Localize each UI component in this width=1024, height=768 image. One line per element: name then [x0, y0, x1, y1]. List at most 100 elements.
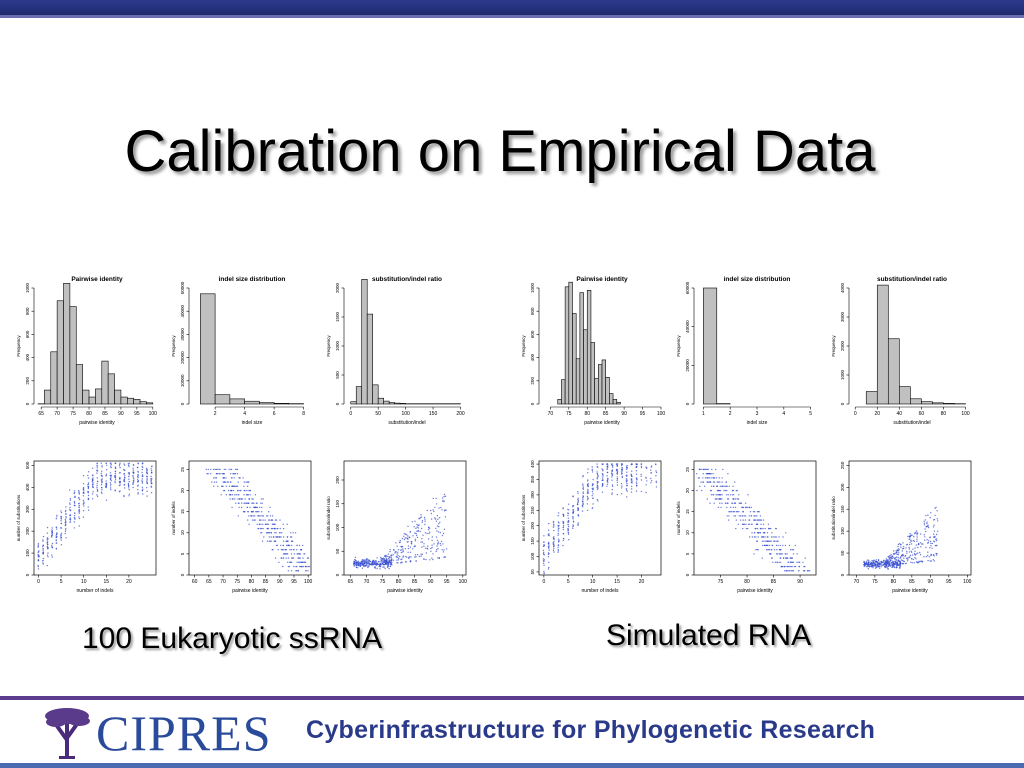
scatter-point — [577, 502, 579, 504]
scatter-point — [444, 495, 447, 497]
scatter-point — [382, 557, 385, 559]
scatter-point — [380, 556, 382, 559]
scatter-point — [137, 492, 139, 494]
scatter-point — [572, 505, 574, 507]
scatter-point — [897, 545, 899, 548]
scatter-point — [898, 564, 900, 566]
scatter-point — [384, 567, 386, 570]
scatter-point — [360, 560, 363, 563]
y-tick-label: 200 — [530, 521, 535, 529]
scatter-point — [247, 511, 249, 513]
scatter-point — [597, 481, 599, 483]
y-tick-label: 20000 — [685, 359, 690, 372]
scatter-point — [895, 558, 897, 560]
scatter-point — [290, 549, 293, 551]
scatter-point — [254, 506, 256, 509]
scatter-point — [274, 557, 277, 559]
scatter-point — [552, 522, 555, 524]
scatter-point — [792, 553, 795, 555]
scatter-point — [274, 540, 277, 542]
scatter-point — [611, 463, 613, 465]
scatter-point — [256, 511, 258, 513]
scatter-point — [414, 540, 417, 542]
x-tick-label: 95 — [946, 579, 952, 585]
scatter-point — [742, 527, 744, 530]
scatter-point — [760, 519, 762, 521]
scatter-point — [427, 548, 429, 550]
scatter-point — [236, 485, 239, 487]
scatter-point — [388, 567, 390, 570]
scatter-point — [416, 523, 418, 526]
scatter-point — [867, 565, 869, 567]
x-tick-label: 2 — [214, 411, 217, 417]
scatter-point — [748, 506, 751, 509]
scatter-point — [893, 550, 895, 552]
x-tick-label: 70 — [854, 579, 860, 585]
scatter-point — [397, 559, 400, 561]
histogram-bar — [101, 360, 109, 405]
scatter-point — [96, 488, 99, 491]
scatter-point — [635, 483, 638, 485]
scatter-point — [625, 481, 628, 483]
scatter-point — [96, 465, 98, 467]
histogram-bar — [605, 377, 610, 405]
scatter-point — [910, 543, 913, 545]
scatter-point — [876, 564, 879, 566]
scatter-point — [268, 519, 270, 521]
scatter-point — [410, 541, 413, 543]
scatter-point — [74, 512, 76, 514]
scatter-point — [802, 570, 805, 572]
scatter-point — [424, 520, 426, 522]
scatter-point — [74, 518, 76, 520]
scatter-point — [553, 548, 555, 550]
scatter-point — [896, 564, 899, 567]
scatter-point — [65, 527, 67, 530]
y-tick-label: 250 — [530, 506, 535, 514]
histogram-bar — [887, 338, 900, 405]
scatter-point — [287, 570, 290, 572]
scatter-point — [431, 536, 433, 538]
scatter-point — [132, 469, 135, 471]
y-tick-label: 0 — [685, 573, 690, 576]
scatter-point — [87, 474, 89, 477]
scatter-point — [110, 462, 112, 464]
scatter-point — [761, 536, 764, 538]
scatter-point — [413, 526, 415, 528]
scatter-point — [635, 465, 638, 468]
x-axis-label: pairwise identity — [584, 420, 620, 426]
scatter-point — [592, 493, 594, 495]
scatter-point — [114, 489, 116, 491]
scatter-point — [423, 543, 425, 545]
scatter-point — [707, 477, 709, 479]
scatter-point — [910, 561, 912, 563]
scatter-point — [151, 478, 153, 480]
scatter-point — [738, 502, 740, 504]
scatter-point — [640, 463, 642, 465]
scatter-point — [435, 527, 437, 530]
scatter-point — [406, 541, 408, 543]
scatter-point — [744, 519, 747, 521]
histogram-bar — [616, 401, 621, 405]
scatter-point — [443, 510, 446, 512]
scatter-point — [236, 473, 239, 475]
x-tick-label: 10 — [590, 579, 596, 585]
scatter-point — [276, 536, 279, 538]
scatter-point — [715, 494, 717, 496]
scatter-point — [740, 519, 742, 521]
scatter-point — [289, 536, 292, 538]
scatter-point — [234, 473, 236, 475]
scatter-point — [901, 554, 903, 556]
y-tick-label: 5 — [180, 552, 185, 555]
scatter-point — [591, 466, 593, 468]
scatter-point — [300, 561, 302, 563]
scatter-point — [716, 498, 718, 500]
scatter-point — [572, 521, 575, 523]
scatter-point — [606, 479, 608, 482]
scatter-point — [237, 498, 239, 500]
scatter-point — [368, 561, 370, 563]
scatter-point — [867, 561, 870, 563]
scatter-point — [792, 561, 794, 563]
y-tick-label: 300 — [25, 505, 30, 513]
scatter-point — [715, 468, 717, 471]
